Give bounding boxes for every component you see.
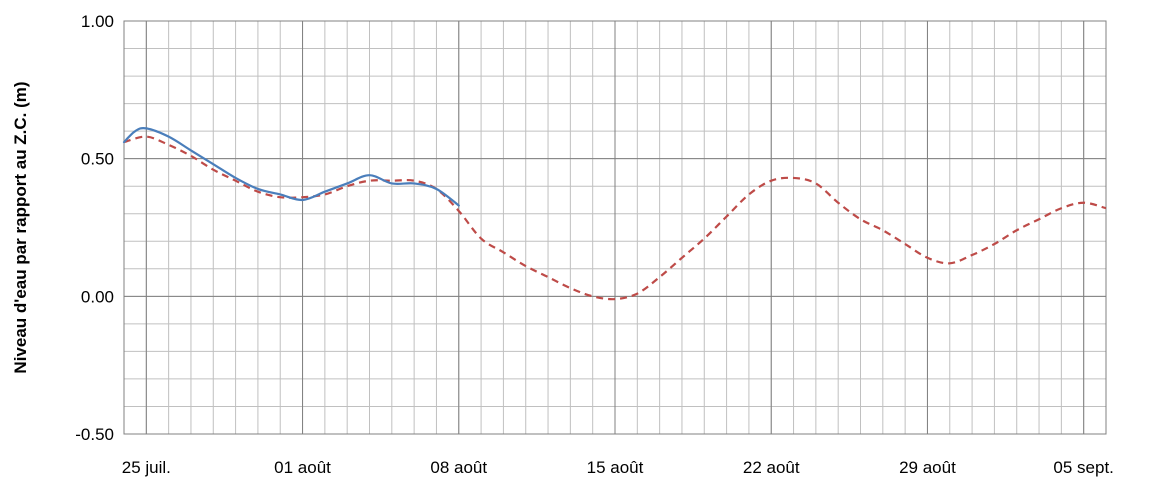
y-tick-label: 0.50 bbox=[81, 150, 114, 169]
x-tick-labels: 25 juil. 01 août 08 août 15 août 22 août 29 a… bbox=[122, 458, 1114, 477]
x-tick-label: 22 août bbox=[743, 458, 800, 477]
x-tick-label: 08 août bbox=[430, 458, 487, 477]
major-gridlines bbox=[124, 20, 1106, 435]
y-tick-label: -0.50 bbox=[75, 425, 114, 444]
y-tick-labels: -0.50 0.00 0.50 1.00 bbox=[75, 12, 114, 444]
x-tick-label: 29 août bbox=[899, 458, 956, 477]
x-tick-label: 05 sept. bbox=[1053, 458, 1114, 477]
x-tick-label: 25 juil. bbox=[122, 458, 171, 477]
y-axis-title: Niveau d'eau par rapport au Z.C. (m) bbox=[11, 81, 30, 373]
plot-frame bbox=[123, 20, 1107, 435]
x-tick-label: 01 août bbox=[274, 458, 331, 477]
series-layer bbox=[122, 127, 1107, 301]
y-tick-label: 0.00 bbox=[81, 287, 114, 306]
x-tick-label: 15 août bbox=[587, 458, 644, 477]
y-tick-label: 1.00 bbox=[81, 12, 114, 31]
series-line-dashed bbox=[123, 135, 1107, 301]
series-line-solid bbox=[122, 127, 460, 207]
